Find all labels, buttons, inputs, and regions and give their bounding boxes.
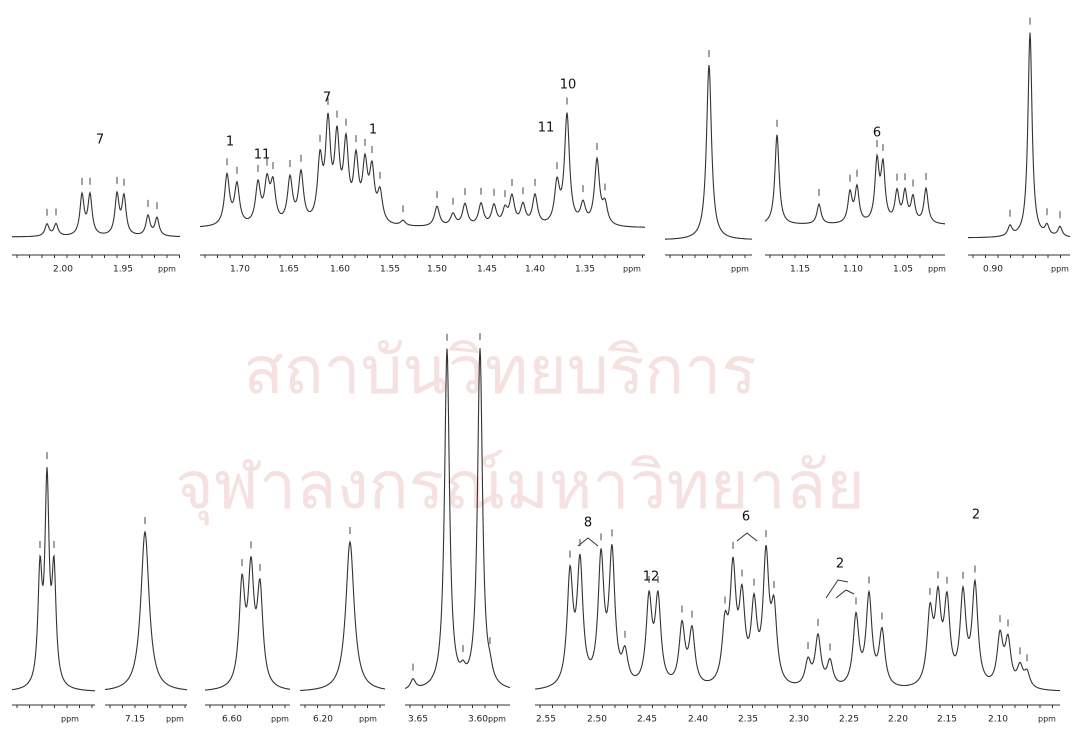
bracket	[825, 579, 849, 599]
tick-label: 3.65	[408, 715, 428, 725]
peak-label: 12	[643, 570, 660, 585]
spectrum	[12, 467, 95, 692]
unit-label: ppm	[158, 265, 176, 274]
unit-label: ppm	[61, 715, 79, 724]
peak-label: 6	[742, 510, 750, 525]
peak-label: 2	[836, 557, 844, 572]
unit-label: ppm	[731, 265, 749, 274]
spectrum	[12, 190, 181, 238]
peak-label: 10	[560, 78, 577, 93]
tick-label: 2.40	[688, 715, 708, 725]
unit-label: ppm	[1038, 715, 1056, 724]
spectrum	[968, 32, 1071, 239]
tick-label: 0.90	[983, 265, 1003, 275]
bracket	[835, 589, 855, 599]
tick-label: 6.20	[313, 715, 333, 725]
tick-label: 2.55	[536, 715, 556, 725]
bracket	[577, 537, 599, 547]
peak-label: 6	[873, 126, 881, 141]
tick-label: 1.60	[330, 265, 350, 275]
tick-label: 2.25	[839, 715, 859, 725]
tick-label: 1.05	[893, 265, 913, 275]
unit-label: ppm	[359, 715, 377, 724]
tick-label: 1.40	[525, 265, 545, 275]
spectrum	[665, 64, 753, 240]
tick-label: 1.45	[477, 265, 497, 275]
spectrum	[534, 544, 1060, 692]
tick-label: 1.70	[230, 265, 250, 275]
spectrum	[404, 348, 511, 690]
tick-label: 6.60	[222, 715, 242, 725]
unit-label: ppm	[488, 715, 506, 724]
tick-label: 1.35	[575, 265, 595, 275]
tick-label: 1.55	[380, 265, 400, 275]
peak-label: 8	[584, 516, 592, 531]
tick-label: 2.00	[53, 265, 73, 275]
unit-label: ppm	[271, 715, 289, 724]
tick-label: 1.15	[790, 265, 810, 275]
spectrum	[200, 112, 645, 228]
tick-label: 7.15	[125, 715, 145, 725]
tick-label: 2.50	[587, 715, 607, 725]
bracket	[736, 532, 758, 542]
tick-label: 2.10	[988, 715, 1008, 725]
peak-label: 1	[226, 135, 234, 150]
peak-label: 7	[96, 133, 104, 148]
spectrum	[205, 556, 291, 691]
peak-label: 7	[323, 91, 331, 106]
tick-label: 2.15	[937, 715, 957, 725]
tick-label: 1.65	[279, 265, 299, 275]
peak-label: 2	[972, 508, 980, 523]
spectrum	[764, 134, 945, 225]
tick-label: 1.95	[113, 265, 133, 275]
peak-label: 1	[369, 123, 377, 138]
unit-label: ppm	[1051, 265, 1069, 274]
tick-label: 2.30	[789, 715, 809, 725]
tick-label: 2.20	[888, 715, 908, 725]
tick-label: 2.45	[637, 715, 657, 725]
unit-label: ppm	[166, 715, 184, 724]
watermark: จุฬาลงกรณ์มหาวิทยาลัย	[175, 447, 865, 526]
tick-label: 1.10	[843, 265, 863, 275]
tick-label: 1.50	[427, 265, 447, 275]
unit-label: ppm	[928, 265, 946, 274]
tick-label: 2.35	[738, 715, 758, 725]
watermark: สถาบันวิทยบริการ	[243, 332, 756, 409]
spectrum	[105, 530, 188, 691]
spectrum	[300, 540, 386, 692]
unit-label: ppm	[623, 265, 641, 274]
peak-label: 11	[538, 121, 555, 136]
tick-label: 3.60	[468, 715, 488, 725]
peak-label: 11	[254, 148, 271, 163]
